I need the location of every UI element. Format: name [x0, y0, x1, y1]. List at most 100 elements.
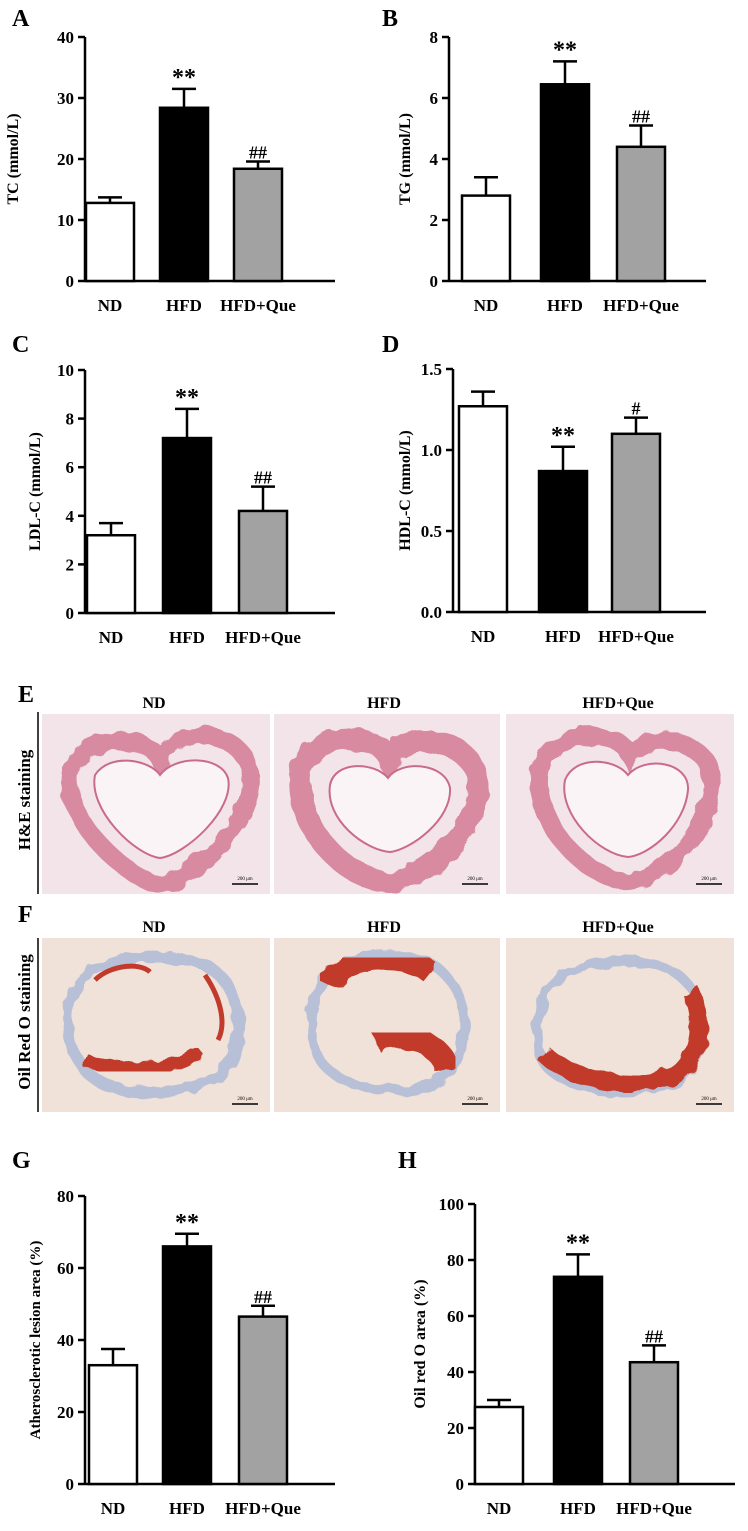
oro-lipid-deposit [82, 1044, 205, 1077]
y-axis-label: HDL-C (mmol/L) [397, 430, 414, 550]
he-vessel-wall [288, 728, 490, 894]
y-tick-label: 10 [57, 211, 74, 230]
y-tick-label: 0 [66, 272, 75, 291]
oro-lipid-deposit [319, 949, 437, 991]
significance-mark-hfd: ** [553, 37, 577, 63]
bar-hfd [537, 469, 589, 614]
oro-image-nd: 200 μm [42, 938, 270, 1112]
x-tick-label: ND [98, 296, 123, 315]
panel-letter-c: C [12, 332, 29, 358]
bar-hfd [161, 436, 213, 615]
y-tick-label: 6 [66, 458, 75, 477]
significance-mark-treatment: ## [254, 468, 272, 488]
x-tick-label: HFD [169, 628, 205, 647]
significance-mark-treatment: ## [249, 142, 267, 162]
panel-letter-F: F [18, 902, 33, 928]
bar-nd [457, 405, 509, 614]
bar-chart-a: A 0 10 20 30 40 TC (mmol/L) ND ** HFD ## HFD+Que [5, 6, 335, 315]
scale-bar-label: 200 μm [237, 877, 252, 882]
panel-letter-b: B [382, 6, 398, 32]
bar-nd [87, 1363, 139, 1486]
significance-mark-treatment: ## [254, 1287, 272, 1307]
y-axis-label: Atherosclerotic lesion area (%) [28, 1241, 44, 1440]
x-tick-label: HFD+Que [225, 628, 301, 647]
y-tick-label: 2 [66, 555, 75, 574]
he-lumen [93, 759, 230, 860]
oro-image-hfd: 200 μm [274, 938, 500, 1112]
x-tick-label: HFD [166, 296, 202, 315]
oro-lipid-deposit [202, 973, 225, 1042]
y-tick-label: 80 [447, 1251, 464, 1270]
bar-hfd-que [628, 1360, 680, 1486]
oro-image-hfd-que: 200 μm [506, 938, 734, 1112]
he-image-nd: 200 μm [42, 714, 270, 895]
y-tick-label: 60 [447, 1307, 464, 1326]
bar-hfd-que [610, 432, 662, 614]
x-tick-label: HFD [560, 1499, 596, 1518]
panel-letter-a: A [12, 6, 30, 32]
y-tick-label: 80 [57, 1187, 74, 1206]
oro-image-bg [42, 938, 270, 1112]
significance-mark-hfd: ** [566, 1230, 590, 1256]
oro-vessel-wall [62, 951, 245, 1099]
significance-mark-treatment: ## [645, 1326, 663, 1346]
y-tick-label: 2 [430, 211, 439, 230]
y-tick-label: 20 [447, 1419, 464, 1438]
y-tick-label: 0 [430, 272, 439, 291]
x-tick-label: HFD+Que [603, 296, 679, 315]
oro-lipid-deposit [370, 1024, 460, 1075]
he-image-hfd: 200 μm [274, 714, 500, 894]
oro-col-label-nd: ND [142, 919, 165, 936]
panel-letter-E: E [18, 682, 34, 708]
bar-hfd-que [237, 509, 289, 615]
oro-lipid-deposit [93, 963, 152, 982]
y-tick-label: 20 [57, 1403, 74, 1422]
he-vessel-wall [529, 727, 721, 892]
y-tick-label: 8 [430, 28, 439, 47]
oro-col-label-hfd-que: HFD+Que [582, 919, 653, 936]
x-tick-label: HFD+Que [225, 1499, 301, 1518]
bar-hfd-que [237, 1315, 289, 1486]
panel-letter-d: D [382, 332, 399, 358]
significance-mark-treatment: # [632, 399, 641, 419]
y-tick-label: 40 [57, 1331, 74, 1350]
he-col-label-hfd-que: HFD+Que [582, 695, 653, 712]
oro-lipid-deposit [539, 985, 708, 1093]
x-tick-label: HFD+Que [616, 1499, 692, 1518]
significance-mark-treatment: ## [632, 106, 650, 126]
y-tick-label: 4 [430, 150, 439, 169]
oil-red-o-panel: F Oil Red O staining ND HFD HFD+Que 200 … [15, 902, 734, 1112]
bar-nd [84, 201, 136, 283]
bar-hfd [539, 83, 591, 283]
y-tick-label: 4 [66, 507, 75, 526]
y-tick-label: 0 [456, 1475, 465, 1494]
bar-hfd [161, 1245, 213, 1486]
y-axis-label: TC (mmol/L) [5, 113, 22, 204]
he-col-label-hfd: HFD [367, 695, 401, 712]
bar-nd [460, 194, 512, 283]
y-tick-label: 0.5 [421, 522, 442, 541]
panel-letter-g: G [12, 1148, 31, 1174]
scale-bar-label: 200 μm [237, 1097, 252, 1102]
y-axis-label: LDL-C (mmol/L) [27, 432, 44, 551]
significance-mark-hfd: ** [175, 1210, 199, 1236]
y-tick-label: 1.0 [421, 441, 442, 460]
x-tick-label: ND [474, 296, 499, 315]
scale-bar-label: 200 μm [467, 1097, 482, 1102]
he-lumen [328, 765, 452, 854]
scale-bar-label: 200 μm [467, 877, 482, 882]
x-tick-label: ND [487, 1499, 512, 1518]
he-col-label-nd: ND [142, 695, 165, 712]
x-tick-label: HFD [547, 296, 583, 315]
y-tick-label: 20 [57, 150, 74, 169]
bar-chart-h: H 0 20 40 60 80 100 Oil red O area (%) ND ** HFD ##… [398, 1148, 735, 1518]
significance-mark-hfd: ** [175, 385, 199, 411]
y-tick-label: 0 [66, 604, 75, 623]
y-tick-label: 60 [57, 1259, 74, 1278]
bar-chart-c: C 0 2 4 6 8 10 LDL-C (mmol/L) ND ** HFD ## HFD+Que [12, 332, 335, 647]
y-tick-label: 6 [430, 89, 439, 108]
x-tick-label: HFD+Que [220, 296, 296, 315]
bar-chart-b: B 0 2 4 6 8 TG (mmol/L) ND ** HFD ## HFD+Que [382, 6, 706, 315]
bar-hfd-que [615, 145, 667, 283]
